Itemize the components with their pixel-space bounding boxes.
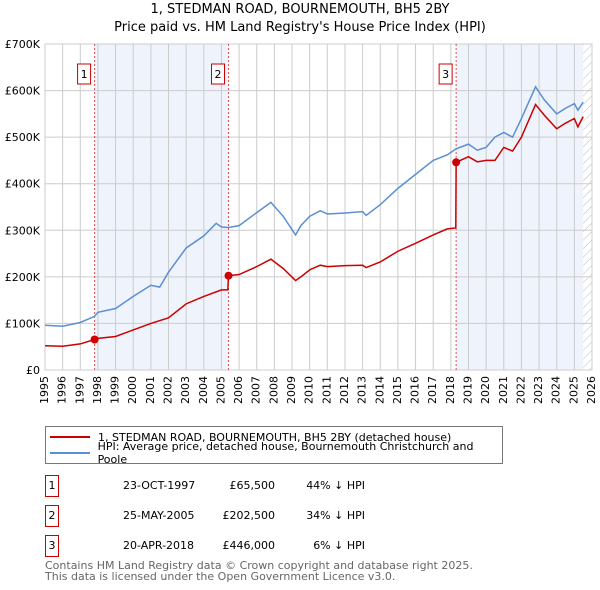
x-tick-label: 2004	[197, 376, 210, 404]
x-tick-label: 2006	[232, 376, 245, 404]
x-tick-label: 2025	[567, 376, 580, 404]
chart-subtitle: Price paid vs. HM Land Registry's House …	[114, 20, 486, 35]
price-chart: 1995 1996 1997 1998 1999 2000 2001 2002 2003 2004…	[5, 38, 598, 404]
sale-number: 2	[45, 505, 59, 527]
x-tick-label: 2014	[373, 376, 386, 404]
y-tick-label: £500K	[5, 131, 41, 144]
sale-point	[452, 158, 461, 167]
sale-label: 1	[81, 68, 88, 81]
hpi-line	[44, 85, 584, 327]
x-tick-label: 2000	[126, 376, 139, 404]
x-tick-label: 2019	[461, 376, 474, 404]
y-tick-label: £300K	[5, 224, 41, 237]
sale-point	[224, 271, 233, 280]
y-tick-label: £200K	[5, 271, 41, 284]
x-tick-label: 2024	[550, 376, 563, 404]
sale-hpi: 34% ↓ HPI	[306, 509, 365, 522]
legend-label: 1, STEDMAN ROAD, BOURNEMOUTH, BH5 2BY (d…	[98, 430, 452, 444]
plot-frame	[44, 43, 593, 371]
x-tick-label: 2012	[338, 376, 351, 404]
x-tick-label: 2021	[497, 376, 510, 404]
sale-price: £202,500	[222, 509, 276, 522]
sale-point	[90, 335, 99, 344]
legend-item-hpi: HPI: Average price, detached house, Bour…	[50, 440, 502, 466]
x-tick-label: 1996	[56, 376, 69, 404]
y-tick-label: £700K	[5, 38, 41, 51]
sale-row: 1 23-OCT-1997 £65,500 44% ↓ HPI	[45, 475, 445, 497]
sale-row: 2 25-MAY-2005 £202,500 34% ↓ HPI	[45, 505, 445, 527]
legend-item-property: 1, STEDMAN ROAD, BOURNEMOUTH, BH5 2BY (d…	[50, 429, 451, 445]
x-tick-label: 2010	[303, 376, 316, 404]
legend: 1, STEDMAN ROAD, BOURNEMOUTH, BH5 2BY (d…	[45, 426, 503, 466]
x-tick-label: 2016	[409, 376, 422, 404]
y-tick-label: £100K	[5, 317, 41, 330]
sale-hpi: 6% ↓ HPI	[313, 539, 365, 552]
sale-price: £65,500	[229, 479, 276, 492]
x-tick-label: 2008	[267, 376, 280, 404]
y-tick-label: £400K	[5, 178, 41, 191]
sale-label-box	[211, 63, 226, 85]
x-tick-label: 1998	[91, 376, 104, 404]
x-tick-label: 2005	[214, 376, 227, 404]
x-tick-label: 1995	[38, 376, 51, 404]
sale-date: 20-APR-2018	[123, 539, 195, 552]
x-tick-label: 2018	[444, 376, 457, 404]
sale-label: 2	[215, 68, 222, 81]
legend-swatch-blue	[50, 452, 90, 454]
sale-number: 1	[45, 475, 59, 497]
x-tick-label: 2022	[514, 376, 527, 404]
x-tick-label: 2003	[179, 376, 192, 404]
x-tick-label: 1999	[109, 376, 122, 404]
sale-label: 3	[442, 68, 449, 81]
x-tick-label: 2007	[250, 376, 263, 404]
forecast-hatch	[583, 44, 592, 370]
y-tick-label: £0	[26, 364, 40, 377]
sale-label-box	[77, 63, 92, 85]
x-tick-label: 2001	[144, 376, 157, 404]
sale-date: 25-MAY-2005	[123, 509, 195, 522]
shaded-range	[94, 44, 229, 370]
sale-date: 23-OCT-1997	[123, 479, 196, 492]
x-tick-label: 2026	[585, 376, 598, 404]
x-tick-label: 2011	[320, 376, 333, 404]
chart-title: 1, STEDMAN ROAD, BOURNEMOUTH, BH5 2BY	[150, 2, 450, 17]
sale-row: 3 20-APR-2018 £446,000 6% ↓ HPI	[45, 535, 445, 557]
x-tick-label: 1997	[73, 376, 86, 404]
sale-hpi: 44% ↓ HPI	[306, 479, 365, 492]
y-tick-label: £600K	[5, 85, 41, 98]
footer-copyright: Contains HM Land Registry data © Crown c…	[45, 559, 473, 572]
footer-licence: This data is licensed under the Open Gov…	[45, 570, 396, 583]
x-tick-label: 2020	[479, 376, 492, 404]
x-tick-label: 2013	[356, 376, 369, 404]
price-paid-line	[44, 103, 584, 347]
x-tick-label: 2017	[426, 376, 439, 404]
sale-label-box	[438, 63, 453, 85]
sale-number: 3	[45, 535, 59, 557]
legend-label: HPI: Average price, detached house, Bour…	[97, 440, 474, 466]
x-tick-label: 2009	[285, 376, 298, 404]
sale-price: £446,000	[222, 539, 276, 552]
x-tick-label: 2023	[532, 376, 545, 404]
legend-swatch-red	[50, 436, 90, 438]
x-tick-label: 2002	[162, 376, 175, 404]
x-tick-label: 2015	[391, 376, 404, 404]
shaded-range	[456, 44, 584, 370]
